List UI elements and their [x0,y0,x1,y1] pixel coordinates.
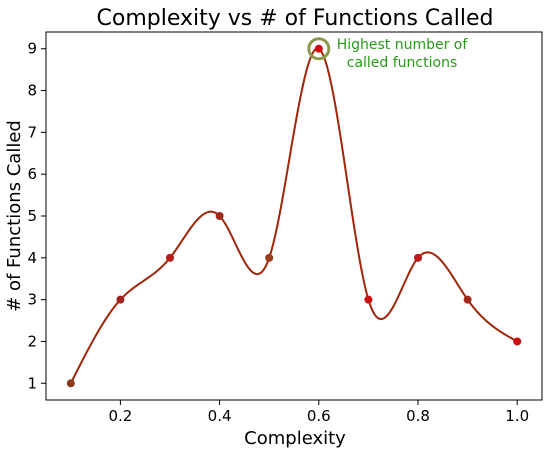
data-point [116,295,125,304]
data-point [166,253,174,262]
y-axis-label: # of Functions Called [4,120,25,312]
data-point [513,337,522,346]
x-axis-label: Complexity [244,428,346,449]
x-tick-label: 1.0 [505,407,529,425]
y-tick-label: 3 [27,291,37,309]
series-line [69,47,518,384]
data-point [215,212,224,220]
annotation-text-line1: Highest number of [337,37,469,53]
data-point [364,295,373,304]
data-point [66,379,75,388]
data-point [463,295,472,304]
data-point [265,253,274,262]
x-tick-label: 0.4 [208,407,232,425]
y-tick-label: 7 [27,123,37,141]
y-tick-label: 5 [27,207,37,225]
data-point [414,253,422,262]
y-tick-label: 8 [27,82,37,100]
chart-title: Complexity vs # of Functions Called [97,6,494,31]
x-tick-label: 0.8 [406,407,430,425]
y-axis-ticks: 1 2 3 4 5 6 7 8 9 [27,40,46,392]
annotation-text-line2: called functions [347,55,458,71]
x-tick-label: 0.2 [108,407,132,425]
data-point [314,44,323,53]
y-tick-label: 9 [27,40,37,58]
annotation-circle [307,37,331,61]
y-tick-label: 2 [27,332,37,350]
y-tick-label: 6 [27,165,37,183]
plot-frame [45,31,543,401]
x-axis-ticks: 0.2 0.4 0.6 0.8 1.0 [108,400,529,425]
x-tick-label: 0.6 [307,407,331,425]
y-tick-label: 1 [27,374,37,392]
y-tick-label: 4 [27,249,37,267]
data-points [66,44,522,388]
